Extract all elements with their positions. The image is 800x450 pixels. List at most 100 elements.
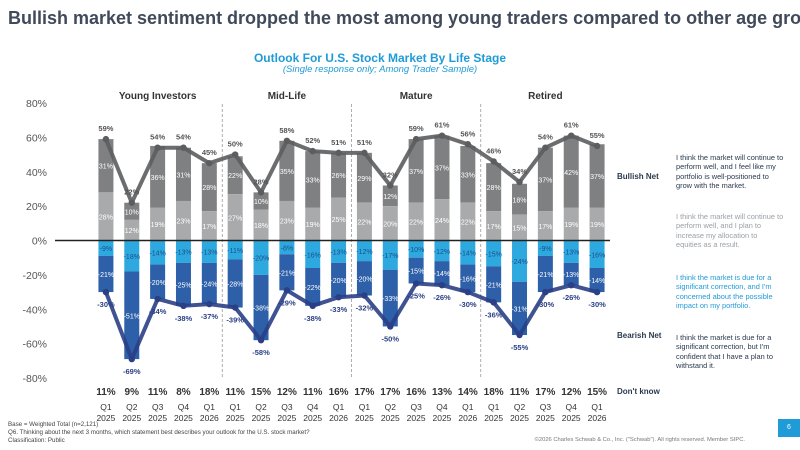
- x-tick-quarter: Q3: [540, 402, 552, 412]
- bearish-net-label: -34%: [149, 307, 167, 316]
- dont-know-value: 14%: [458, 387, 478, 398]
- bullish-net-line-point: [542, 144, 549, 151]
- segment-label: 17%: [202, 224, 216, 231]
- bullish-net-label: 56%: [460, 129, 475, 138]
- segment-label: -31%: [511, 306, 527, 313]
- bar-segment: [512, 281, 528, 336]
- bar-segment: [589, 240, 605, 268]
- segment-label: 19%: [590, 222, 604, 229]
- bar-segment: [124, 271, 140, 360]
- bullish-net-line-point: [568, 132, 575, 139]
- segment-label: -28%: [227, 281, 243, 288]
- y-tick-label: 60%: [26, 132, 47, 144]
- x-tick-quarter: Q2: [126, 402, 138, 412]
- x-tick-quarter: Q1: [333, 402, 345, 412]
- x-tick-quarter: Q4: [436, 402, 448, 412]
- segment-label: -13%: [563, 250, 579, 257]
- bearish-net-line-point: [231, 304, 239, 311]
- bar-segment: [150, 264, 166, 299]
- bar-segment: [175, 147, 191, 201]
- x-tick-quarter: Q1: [591, 402, 603, 412]
- bearish-net-line-point: [180, 302, 187, 310]
- bullish-net-label: 59%: [98, 124, 113, 133]
- bar-segment: [356, 202, 372, 241]
- bar-segment: [512, 183, 528, 215]
- segment-label: 19%: [564, 222, 578, 229]
- bar-segment: [227, 156, 243, 195]
- bar-segment: [253, 209, 269, 241]
- segment-label: -22%: [305, 285, 321, 292]
- x-tick-year: 2026: [329, 413, 348, 423]
- bullish-net-label: 50%: [228, 140, 243, 149]
- dont-know-value: 12%: [561, 387, 581, 398]
- segment-label: -20%: [149, 280, 165, 287]
- segment-label: 17%: [538, 224, 552, 231]
- bearish-net-label: -26%: [562, 293, 580, 302]
- segment-label: 37%: [538, 177, 552, 184]
- segment-label: 31%: [176, 172, 190, 179]
- bullish-net-label: 59%: [409, 124, 424, 133]
- bearish-net-line-point: [412, 280, 420, 287]
- bullish-net-line-point: [438, 132, 446, 139]
- bearish-net-label: -58%: [252, 348, 270, 357]
- bullish-net-label: 61%: [434, 121, 449, 130]
- segment-label: 12%: [125, 228, 139, 235]
- bar-segment: [331, 240, 347, 263]
- x-tick-quarter: Q3: [410, 402, 422, 412]
- bullish-net-line-point: [283, 137, 291, 145]
- bullish-net-line-point: [490, 158, 497, 165]
- segment-label: 10%: [125, 209, 139, 216]
- bar-segment: [305, 207, 321, 241]
- segment-label: 22%: [461, 220, 475, 227]
- y-tick-label: -60%: [22, 339, 47, 351]
- bearish-net-line-point: [283, 287, 291, 294]
- dont-know-value: 17%: [535, 387, 555, 398]
- bar-segment: [305, 240, 321, 268]
- bar-segment: [279, 200, 295, 241]
- footer-base: Base = Weighted Total (n=2,121): [8, 421, 99, 428]
- bearish-net-line-point: [464, 288, 472, 296]
- bullish-net-line-point: [257, 189, 265, 196]
- bar-segment: [512, 240, 528, 282]
- bar-segment: [460, 202, 476, 241]
- bar-segment: [331, 152, 347, 198]
- segment-label: 28%: [202, 185, 216, 192]
- bullish-net-label: 52%: [305, 136, 320, 145]
- segment-label: 18%: [254, 223, 268, 230]
- segment-label: -13%: [330, 250, 346, 257]
- bar-segment: [124, 219, 140, 241]
- bar-segment: [408, 202, 424, 241]
- segment-label: 27%: [228, 215, 242, 222]
- bullish-net-label: 34%: [512, 167, 527, 176]
- bar-segment: [331, 262, 347, 298]
- bar-segment: [408, 139, 424, 203]
- bearish-net-line-point: [335, 294, 342, 301]
- x-tick-quarter: Q1: [100, 402, 112, 412]
- bearish-net-line-point: [438, 281, 446, 289]
- segment-label: -16%: [589, 252, 605, 259]
- x-tick-year: 2026: [588, 413, 607, 423]
- dont-know-value: 16%: [406, 387, 426, 398]
- bar-segment: [460, 264, 476, 293]
- bearish-net-label: -30%: [588, 300, 606, 309]
- y-tick-label: 20%: [26, 201, 47, 213]
- bar-segment: [331, 197, 347, 241]
- segment-label: -12%: [356, 249, 372, 256]
- segment-label: -11%: [227, 248, 243, 255]
- x-tick-year: 2025: [226, 413, 245, 423]
- bearish-net-line-point: [542, 288, 549, 296]
- legend-bearish-net: Bearish Net: [617, 331, 662, 340]
- segment-label: -21%: [279, 270, 295, 277]
- bullish-net-label: 58%: [279, 126, 294, 135]
- bar-segment: [486, 266, 502, 303]
- bullish-net-line-point: [412, 135, 420, 143]
- segment-label: -21%: [98, 272, 114, 279]
- bar-segment: [537, 147, 553, 212]
- bar-segment: [589, 207, 605, 241]
- legend-desc-bearish-concerned: I think the market is due for a signific…: [676, 273, 773, 311]
- segment-label: -16%: [305, 252, 321, 259]
- x-tick-quarter: Q1: [488, 402, 500, 412]
- page-title: Bullish market sentiment dropped the mos…: [8, 8, 800, 28]
- bar-segment: [201, 240, 217, 263]
- legend-desc-bearish-confident: I think the market is due for a signific…: [676, 333, 773, 371]
